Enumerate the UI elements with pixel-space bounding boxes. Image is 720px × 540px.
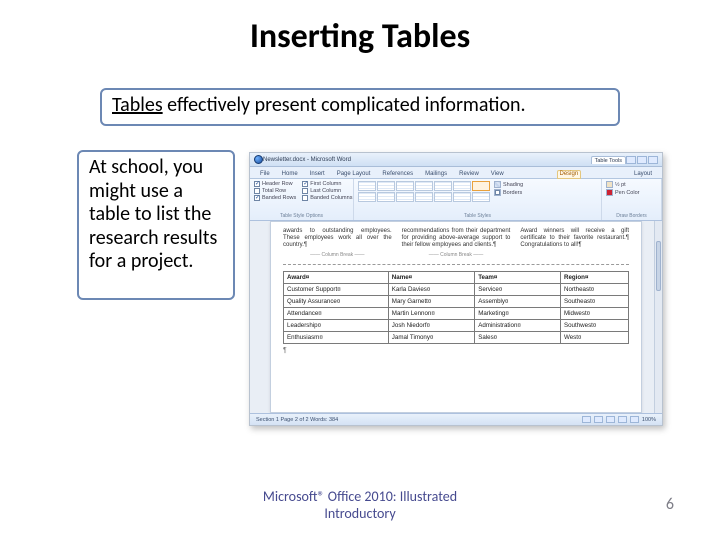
table-row: Leadership¤Josh Niedorf¤Administration¤S… bbox=[284, 319, 629, 331]
window-title-text: Newsletter.docx - Microsoft Word bbox=[263, 157, 351, 163]
footer-line-1: Microsoft® Office 2010: Illustrated bbox=[0, 488, 720, 505]
tab-view[interactable]: View bbox=[489, 171, 506, 178]
column-break-2: —— Column Break —— bbox=[402, 252, 511, 258]
document-area: awards to outstanding employees. These e… bbox=[250, 221, 662, 413]
chk-last-column[interactable]: Last Column bbox=[302, 188, 352, 194]
table-row: Attendance¤Martin Lennon¤Marketing¤Midwe… bbox=[284, 307, 629, 319]
tab-review[interactable]: Review bbox=[457, 171, 481, 178]
chk-first-column[interactable]: First Column bbox=[302, 181, 352, 187]
group-label-table-styles: Table Styles bbox=[358, 213, 597, 219]
tab-layout[interactable]: Layout bbox=[632, 171, 654, 178]
slide-title: Inserting Tables bbox=[0, 16, 720, 57]
view-print-layout-button[interactable] bbox=[582, 416, 591, 423]
office-orb-icon[interactable] bbox=[254, 155, 263, 164]
table-row: Customer Support¤Karla Davies¤Service¤No… bbox=[284, 283, 629, 295]
th-region: Region¤ bbox=[560, 271, 628, 283]
borders-icon bbox=[494, 189, 501, 196]
table-row: Quality Assurance¤Mary Garnett¤Assembly¤… bbox=[284, 295, 629, 307]
borders-button[interactable]: Borders bbox=[494, 189, 523, 196]
chk-banded-columns[interactable]: Banded Columns bbox=[302, 195, 352, 201]
three-column-text: awards to outstanding employees. These e… bbox=[283, 228, 629, 265]
th-team: Team¤ bbox=[475, 271, 561, 283]
shading-icon bbox=[494, 181, 501, 188]
footer-line-2: Introductory bbox=[0, 505, 720, 522]
callout-top: Tables effectively present complicated i… bbox=[100, 88, 620, 126]
table-style-gallery[interactable] bbox=[358, 181, 490, 202]
contextual-tab-label: Table Tools bbox=[591, 156, 626, 164]
table-row: Enthusiasm¤Jamal Timony¤Sales¤West¤ bbox=[284, 331, 629, 343]
tab-design[interactable]: Design bbox=[557, 170, 582, 179]
ribbon-group-style-options: Header Row Total Row Banded Rows First C… bbox=[250, 179, 354, 220]
zoom-level[interactable]: 100% bbox=[642, 417, 656, 423]
group-label-style-options: Table Style Options bbox=[254, 213, 349, 219]
vertical-scrollbar[interactable] bbox=[654, 221, 662, 413]
tab-page-layout[interactable]: Page Layout bbox=[335, 171, 373, 178]
chk-banded-rows[interactable]: Banded Rows bbox=[254, 195, 296, 201]
pen-color-button[interactable]: Pen Color bbox=[606, 189, 657, 196]
tab-references[interactable]: References bbox=[380, 171, 415, 178]
col3-text: Award winners will receive a gift certif… bbox=[520, 228, 629, 248]
col1-text: awards to outstanding employees. These e… bbox=[283, 228, 392, 248]
document-page: awards to outstanding employees. These e… bbox=[270, 221, 642, 413]
group-label-draw-borders: Draw Borders bbox=[606, 213, 657, 219]
view-outline-button[interactable] bbox=[618, 416, 627, 423]
col2-text: recommendations from their department fo… bbox=[402, 228, 511, 248]
view-web-button[interactable] bbox=[606, 416, 615, 423]
ribbon-group-table-styles: Shading Borders Table Styles bbox=[354, 179, 602, 220]
ribbon-group-draw-borders: ½ pt Pen Color Draw Borders bbox=[602, 179, 662, 220]
view-fullscreen-button[interactable] bbox=[594, 416, 603, 423]
ribbon-tabs: File Home Insert Page Layout References … bbox=[250, 167, 662, 179]
pen-style-button[interactable]: ½ pt bbox=[606, 181, 657, 188]
column-break-1: —— Column Break —— bbox=[283, 252, 392, 258]
scrollbar-thumb[interactable] bbox=[656, 241, 661, 291]
ribbon: Header Row Total Row Banded Rows First C… bbox=[250, 179, 662, 221]
slide-number: 6 bbox=[666, 495, 674, 514]
tab-file[interactable]: File bbox=[258, 171, 272, 178]
callout-top-rest: effectively present complicated informat… bbox=[163, 93, 526, 117]
callout-left: At school, you might use a table to list… bbox=[77, 150, 235, 300]
chk-total-row[interactable]: Total Row bbox=[254, 188, 296, 194]
tab-insert[interactable]: Insert bbox=[308, 171, 327, 178]
chk-header-row[interactable]: Header Row bbox=[254, 181, 296, 187]
window-titlebar: Newsletter.docx - Microsoft Word Table T… bbox=[250, 153, 662, 167]
th-name: Name¤ bbox=[388, 271, 474, 283]
pen-icon bbox=[606, 181, 613, 188]
paragraph-mark: ¶ bbox=[283, 347, 629, 354]
tab-mailings[interactable]: Mailings bbox=[423, 171, 449, 178]
th-award: Award¤ bbox=[284, 271, 389, 283]
status-left: Section 1 Page 2 of 2 Words: 384 bbox=[256, 417, 338, 423]
word-screenshot: Newsletter.docx - Microsoft Word Table T… bbox=[249, 152, 663, 426]
close-button[interactable] bbox=[648, 156, 658, 164]
callout-left-text: At school, you might use a table to list… bbox=[89, 155, 217, 273]
view-draft-button[interactable] bbox=[630, 416, 639, 423]
status-bar: Section 1 Page 2 of 2 Words: 384 100% bbox=[250, 413, 662, 425]
slide-footer: Microsoft® Office 2010: Illustrated Intr… bbox=[0, 488, 720, 522]
tab-home[interactable]: Home bbox=[280, 171, 300, 178]
data-table: Award¤ Name¤ Team¤ Region¤ Customer Supp… bbox=[283, 271, 629, 344]
table-header-row: Award¤ Name¤ Team¤ Region¤ bbox=[284, 271, 629, 283]
pen-color-icon bbox=[606, 189, 613, 196]
callout-top-underline: Tables bbox=[112, 93, 163, 117]
minimize-button[interactable] bbox=[626, 156, 636, 164]
shading-button[interactable]: Shading bbox=[494, 181, 523, 188]
maximize-button[interactable] bbox=[637, 156, 647, 164]
